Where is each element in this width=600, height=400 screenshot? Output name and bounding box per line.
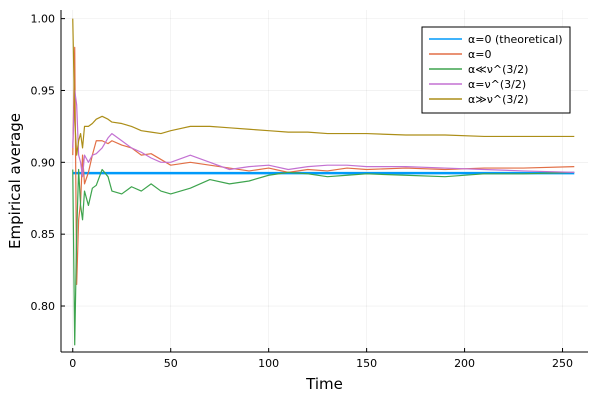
x-tick-label: 150 xyxy=(356,357,377,370)
axes xyxy=(60,10,588,353)
y-axis-title: Empirical average xyxy=(6,113,24,249)
legend-label-2: α=0 xyxy=(468,48,491,61)
legend: α=0 (theoretical) α=0 α≪ν^(3/2) α=ν^(3/2) α≫… xyxy=(421,26,571,114)
y-tick-label: 0.85 xyxy=(31,228,56,241)
series-line-3 xyxy=(72,168,575,346)
x-axis-title: Time xyxy=(305,375,343,393)
y-tick-label: 0.90 xyxy=(31,156,56,169)
x-tick-label: 100 xyxy=(258,357,279,370)
series-lines xyxy=(72,18,575,346)
x-tick-label: 250 xyxy=(552,357,573,370)
legend-label-3: α≪ν^(3/2) xyxy=(468,63,528,76)
y-tick-label: 0.80 xyxy=(31,300,56,313)
y-tick-label: 0.95 xyxy=(31,84,56,97)
y-tick-label: 1.00 xyxy=(31,13,56,26)
x-tick-label: 50 xyxy=(164,357,178,370)
series-line-5 xyxy=(72,18,575,156)
series-line-4 xyxy=(72,89,575,178)
tick-labels: 0 50 100 150 200 250 0.80 0.85 0.90 0.95 1.00 xyxy=(31,13,574,370)
legend-label-5: α≫ν^(3/2) xyxy=(468,93,528,106)
x-tick-label: 0 xyxy=(69,357,76,370)
legend-label-4: α=ν^(3/2) xyxy=(468,78,526,91)
x-tick-label: 200 xyxy=(454,357,475,370)
legend-label-1: α=0 (theoretical) xyxy=(468,33,563,46)
